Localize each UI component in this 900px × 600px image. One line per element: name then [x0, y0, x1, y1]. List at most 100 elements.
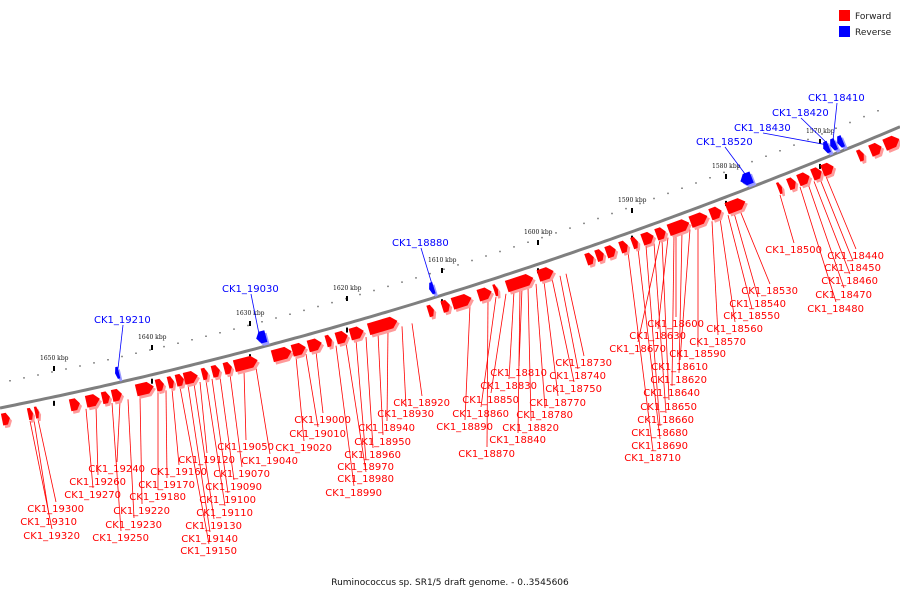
legend: Forward Reverse: [839, 10, 892, 38]
gene-arrow-body: [594, 249, 604, 262]
forward-gene-label: CK1_19120: [178, 455, 235, 466]
leader-line: [243, 370, 247, 441]
forward-gene-label: CK1_18470: [815, 290, 872, 301]
leader-line: [799, 186, 837, 303]
forward-gene-label: CK1_19250: [92, 533, 149, 544]
reverse-gene-label: CK1_18880: [392, 238, 449, 249]
forward-gene-arrow: [100, 391, 113, 407]
forward-gene-label: CK1_18960: [344, 450, 401, 461]
forward-gene-label: CK1_19130: [185, 521, 242, 532]
gene-arrow-body: [810, 167, 822, 181]
reverse-gene-label: CK1_18430: [734, 123, 791, 134]
legend-reverse-swatch: [839, 26, 850, 37]
gene-arrow-body: [174, 373, 184, 387]
leader-line: [508, 291, 515, 380]
forward-gene-arrow: [504, 273, 536, 295]
leader-line: [527, 286, 532, 422]
leader-line: [637, 240, 661, 343]
leader-line: [653, 242, 667, 414]
leader-line: [193, 383, 215, 520]
genome-backbone: [0, 125, 900, 410]
leader-line: [779, 194, 795, 244]
leader-line: [517, 289, 521, 434]
leader-line: [559, 275, 579, 370]
forward-gene-label: CK1_18680: [631, 428, 688, 439]
gene-arrow-body: [654, 227, 666, 241]
forward-gene-label: CK1_18740: [549, 371, 606, 382]
forward-gene-arrow: [33, 406, 42, 422]
gene-arrow-body: [882, 135, 900, 151]
reverse-gene-label: CK1_18520: [696, 137, 753, 148]
leader-line: [345, 342, 367, 473]
forward-gene-label: CK1_19040: [241, 456, 298, 467]
leader-line: [825, 176, 857, 250]
leader-line: [671, 235, 675, 387]
leader-line: [535, 283, 546, 409]
forward-gene-label: CK1_19100: [199, 495, 256, 506]
forward-gene-label: CK1_18870: [458, 449, 515, 460]
gene-arrow-body: [450, 293, 472, 310]
gene-arrow-body: [429, 281, 436, 295]
gene-arrow-body: [666, 219, 690, 237]
forward-gene-arrow: [724, 198, 748, 217]
genome-caption: Ruminococcus sp. SR1/5 draft genome. - 0…: [331, 578, 569, 588]
tick-label: 1610 kbp: [428, 257, 457, 264]
reverse-gene-arrow: [830, 138, 841, 153]
leader-line: [95, 406, 99, 476]
leader-line: [565, 273, 585, 357]
gene-arrow-body: [855, 149, 864, 162]
forward-gene-arrow: [348, 326, 366, 343]
forward-gene-label: CK1_18440: [827, 251, 884, 262]
gene-arrow-body: [618, 240, 628, 254]
leader-line: [295, 356, 305, 442]
forward-gene-label: CK1_18780: [516, 410, 573, 421]
gene-arrow-body: [0, 412, 10, 426]
gene-arrow-body: [270, 346, 292, 363]
leader-line: [335, 345, 355, 487]
forward-gene-label: CK1_18770: [529, 398, 586, 409]
gene-arrow-body: [724, 198, 746, 215]
forward-gene-label: CK1_18590: [669, 349, 726, 360]
reverse-gene-arrow: [256, 330, 270, 346]
forward-gene-label: CK1_18890: [436, 422, 493, 433]
leader-line: [219, 376, 235, 481]
gene-arrow-body: [232, 355, 258, 373]
leader-line: [486, 299, 489, 448]
forward-gene-arrow: [232, 355, 260, 375]
forward-gene-label: CK1_18820: [502, 423, 559, 434]
forward-gene-arrow: [440, 299, 453, 316]
leader-line: [661, 239, 670, 401]
forward-gene-label: CK1_19320: [23, 531, 80, 542]
forward-gene-arrow: [306, 338, 324, 355]
forward-gene-arrow: [820, 162, 837, 179]
forward-gene-label: CK1_19310: [20, 517, 77, 528]
legend-forward-swatch: [839, 10, 850, 21]
gene-arrow-body: [166, 376, 174, 389]
forward-gene-arrow: [882, 135, 900, 153]
leader-line: [813, 181, 851, 275]
forward-gene-label: CK1_18630: [629, 331, 686, 342]
gene-arrow-body: [154, 378, 164, 392]
leader-line: [480, 296, 497, 408]
gene-arrow-body: [68, 398, 80, 412]
gene-arrow-body: [348, 326, 364, 341]
gene-arrow-body: [823, 140, 832, 154]
gene-arrow-body: [820, 162, 834, 177]
leader-line: [832, 102, 838, 141]
forward-gene-arrow: [654, 227, 669, 243]
tick-label: 1580 kbp: [712, 163, 741, 170]
gene-arrow-body: [26, 407, 33, 421]
gene-arrow-body: [324, 334, 332, 348]
leader-line: [33, 419, 50, 516]
forward-gene-label: CK1_18620: [650, 375, 707, 386]
gene-labels: CK1_18410 CK1_18420 CK1_18430 CK1_18520 CK1_…: [20, 93, 884, 557]
forward-gene-arrow: [618, 240, 631, 256]
forward-gene-arrow: [855, 149, 867, 164]
forward-gene-arrow: [0, 412, 12, 429]
leader-line: [386, 330, 389, 422]
leader-line: [807, 183, 845, 289]
leader-line: [199, 381, 208, 454]
leader-line: [551, 278, 575, 383]
leader-line: [187, 384, 211, 533]
forward-gene-label: CK1_18480: [807, 304, 864, 315]
